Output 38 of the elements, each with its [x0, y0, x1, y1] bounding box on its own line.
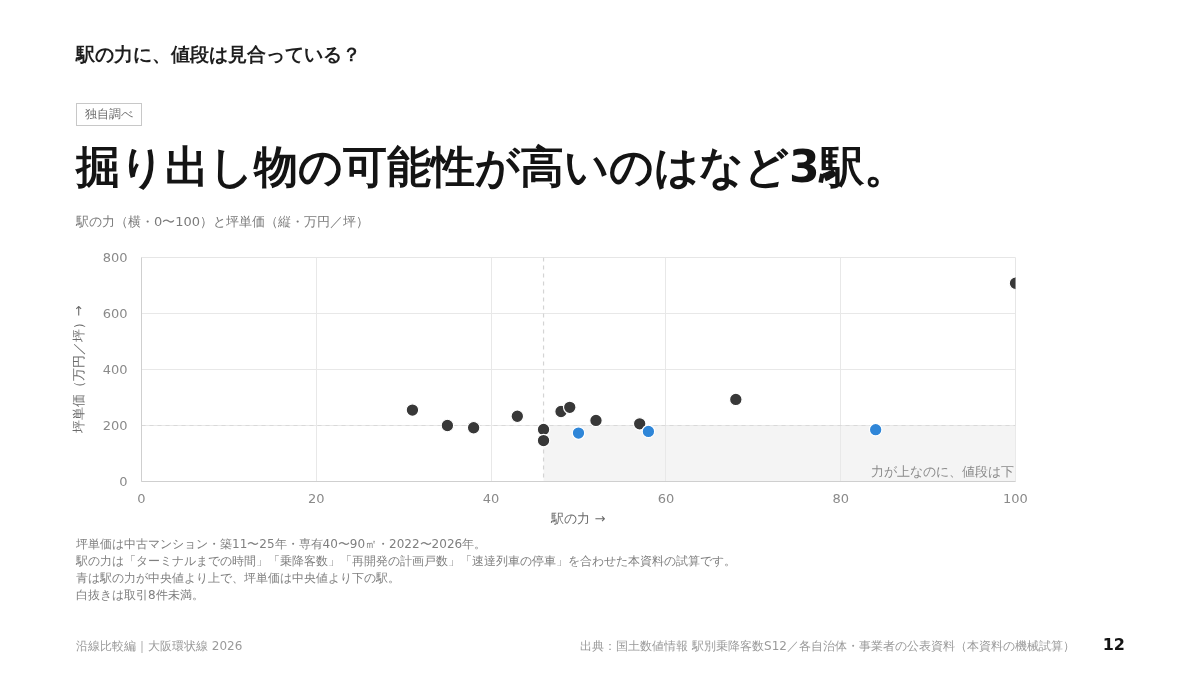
text: 沿線比較編｜大阪環状線 2026	[76, 639, 243, 654]
x-tick-label: 40	[482, 490, 500, 506]
y-axis-title: 坪単価（万円／坪）→	[70, 305, 86, 435]
y-tick-label: 400	[102, 362, 128, 377]
point	[641, 424, 656, 439]
x-axis-title: 駅の力 →	[550, 510, 606, 526]
point	[868, 422, 883, 437]
point	[589, 413, 603, 428]
point	[440, 418, 455, 433]
text: 坪単価は中古マンション・築11〜25年・専有40〜90㎡・2022〜2026年。	[76, 537, 487, 552]
point	[536, 433, 551, 448]
chart-title: 掘り出し物の可能性が高いのはなど3駅。	[76, 140, 908, 194]
x-tick-label: 100	[1003, 490, 1028, 506]
source-note: 出典：国土数値情報 駅別乗降客数S12／各自治体・事業者の公表資料（本資料の機械試算）	[580, 639, 1075, 654]
y-tick-label: 200	[102, 418, 128, 433]
point	[510, 409, 525, 424]
point	[728, 392, 743, 407]
y-tick-label: 800	[102, 250, 128, 265]
x-tick-label: 80	[832, 490, 849, 506]
text: 12	[1102, 635, 1125, 655]
band-label: 力が上なのに、値段は下	[870, 463, 1014, 479]
y-tick-label: 0	[119, 474, 128, 489]
point	[571, 426, 586, 440]
text: 青は駅の力が中央値より上で、坪単価は中央値より下の駅。	[76, 571, 400, 586]
point	[536, 422, 551, 437]
text: 駅の力に、値段は見合っている？	[76, 43, 361, 66]
point	[562, 400, 577, 415]
y-tick-label: 600	[102, 306, 128, 321]
text: 独自調べ	[76, 103, 142, 126]
text: 白抜きは取引8件未満。	[76, 588, 204, 603]
text: 駅の力は「ターミナルまでの時間」「乗降客数」「再開発の計画戸数」「速達列車の停車」を合わせた本資料の試算です。	[76, 554, 736, 569]
x-tick-label: 0	[137, 490, 146, 506]
x-tick-label: 60	[657, 490, 675, 506]
x-tick-label: 20	[308, 490, 325, 506]
point	[632, 416, 647, 431]
point	[466, 420, 481, 435]
point	[405, 403, 420, 417]
chart-subtitle: 駅の力（横・0〜100）と坪単価（縦・万円／坪）	[76, 214, 370, 230]
